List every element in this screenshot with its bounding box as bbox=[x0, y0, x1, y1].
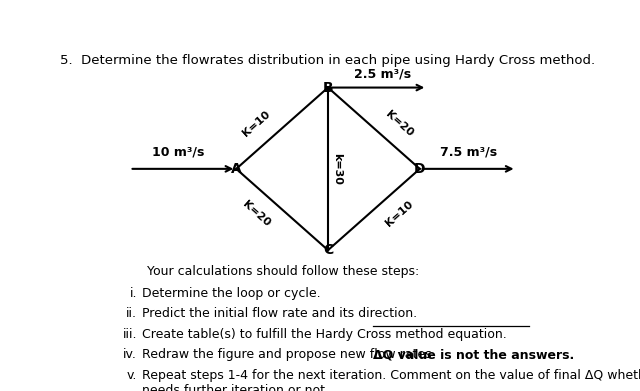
Text: v.: v. bbox=[127, 369, 137, 382]
Text: 7.5 m³/s: 7.5 m³/s bbox=[440, 145, 497, 158]
Text: D: D bbox=[414, 162, 426, 176]
Text: Create table(s) to fulfill the Hardy Cross method equation.: Create table(s) to fulfill the Hardy Cro… bbox=[142, 328, 507, 341]
Text: A: A bbox=[231, 162, 242, 176]
Text: Predict the initial flow rate and its direction.: Predict the initial flow rate and its di… bbox=[142, 307, 417, 320]
Text: B: B bbox=[323, 81, 333, 95]
Text: ii.: ii. bbox=[126, 307, 137, 320]
Text: Repeat steps 1-4 for the next iteration. Comment on the value of final ΔQ whethe: Repeat steps 1-4 for the next iteration.… bbox=[142, 369, 640, 391]
Text: C: C bbox=[323, 243, 333, 257]
Text: k=30: k=30 bbox=[332, 153, 342, 185]
Text: Redraw the figure and propose new flow rates.: Redraw the figure and propose new flow r… bbox=[142, 348, 440, 361]
Text: Your calculations should follow these steps:: Your calculations should follow these st… bbox=[147, 265, 419, 278]
Text: ΔQ value is not the answers.: ΔQ value is not the answers. bbox=[372, 348, 574, 361]
Text: 10 m³/s: 10 m³/s bbox=[152, 145, 204, 158]
Text: K=10: K=10 bbox=[241, 109, 272, 138]
Text: K=20: K=20 bbox=[241, 199, 272, 229]
Text: iv.: iv. bbox=[123, 348, 137, 361]
Text: 5.  Determine the flowrates distribution in each pipe using Hardy Cross method.: 5. Determine the flowrates distribution … bbox=[60, 54, 596, 67]
Text: Determine the loop or cycle.: Determine the loop or cycle. bbox=[142, 287, 321, 300]
Text: K=20: K=20 bbox=[384, 109, 415, 138]
Text: K=10: K=10 bbox=[384, 199, 415, 229]
Text: iii.: iii. bbox=[122, 328, 137, 341]
Text: i.: i. bbox=[129, 287, 137, 300]
Text: 2.5 m³/s: 2.5 m³/s bbox=[354, 67, 411, 80]
